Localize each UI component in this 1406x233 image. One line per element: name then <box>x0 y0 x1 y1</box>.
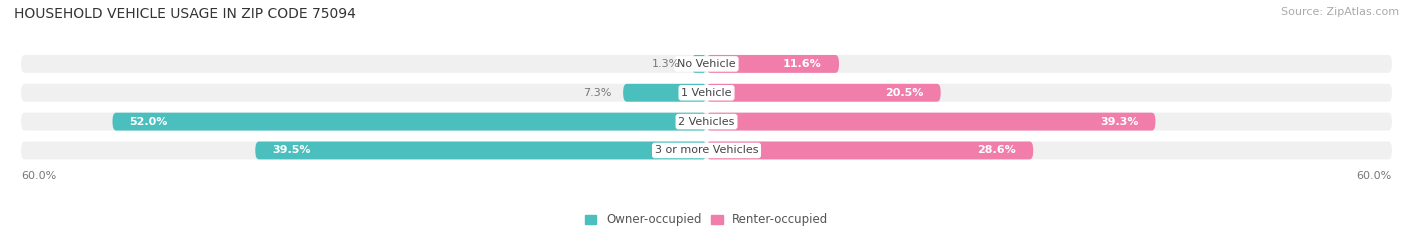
Text: 1 Vehicle: 1 Vehicle <box>682 88 731 98</box>
FancyBboxPatch shape <box>707 55 839 73</box>
Text: 39.5%: 39.5% <box>273 145 311 155</box>
Text: 7.3%: 7.3% <box>583 88 612 98</box>
Text: 28.6%: 28.6% <box>977 145 1017 155</box>
Text: 2 Vehicles: 2 Vehicles <box>678 116 735 127</box>
Text: 11.6%: 11.6% <box>783 59 823 69</box>
FancyBboxPatch shape <box>692 55 707 73</box>
FancyBboxPatch shape <box>21 113 1392 130</box>
Text: No Vehicle: No Vehicle <box>678 59 735 69</box>
Text: HOUSEHOLD VEHICLE USAGE IN ZIP CODE 75094: HOUSEHOLD VEHICLE USAGE IN ZIP CODE 7509… <box>14 7 356 21</box>
FancyBboxPatch shape <box>21 55 1392 73</box>
FancyBboxPatch shape <box>112 113 707 130</box>
Text: 39.3%: 39.3% <box>1099 116 1139 127</box>
FancyBboxPatch shape <box>707 113 1156 130</box>
FancyBboxPatch shape <box>256 141 707 159</box>
FancyBboxPatch shape <box>707 141 1033 159</box>
Text: 1.3%: 1.3% <box>652 59 681 69</box>
Text: 20.5%: 20.5% <box>886 88 924 98</box>
Legend: Owner-occupied, Renter-occupied: Owner-occupied, Renter-occupied <box>582 211 831 229</box>
FancyBboxPatch shape <box>21 84 1392 102</box>
Text: Source: ZipAtlas.com: Source: ZipAtlas.com <box>1281 7 1399 17</box>
FancyBboxPatch shape <box>707 84 941 102</box>
Text: 60.0%: 60.0% <box>21 171 56 181</box>
Text: 60.0%: 60.0% <box>1357 171 1392 181</box>
Text: 52.0%: 52.0% <box>129 116 167 127</box>
Text: 3 or more Vehicles: 3 or more Vehicles <box>655 145 758 155</box>
FancyBboxPatch shape <box>21 141 1392 159</box>
FancyBboxPatch shape <box>623 84 707 102</box>
